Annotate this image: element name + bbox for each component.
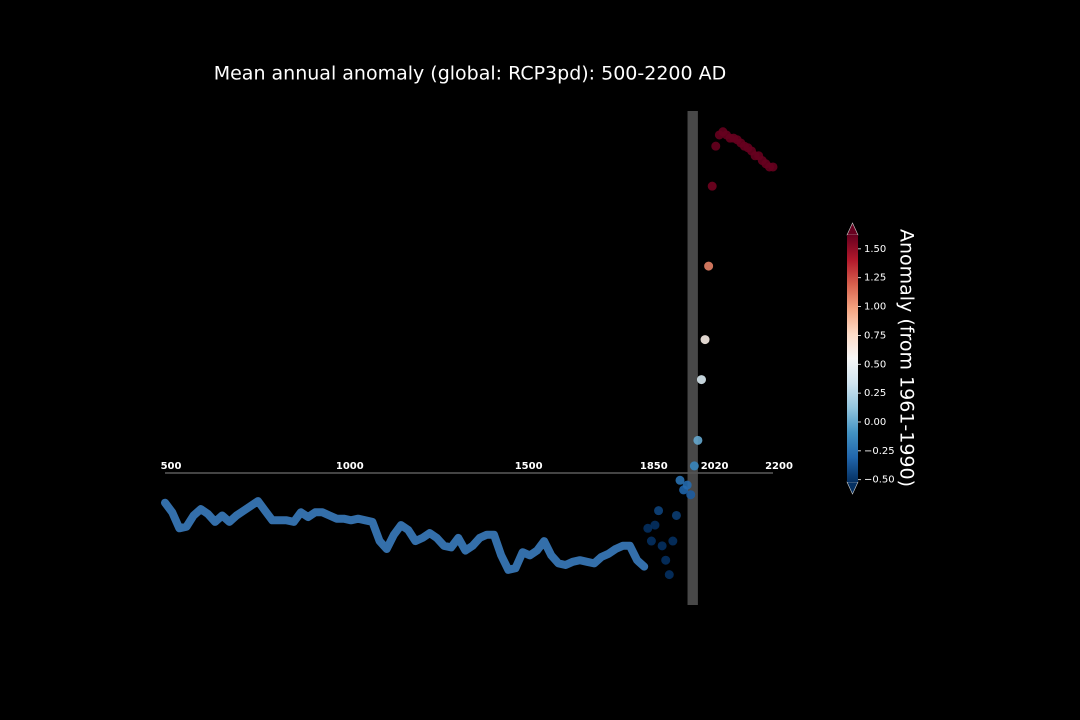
data-line — [161, 497, 649, 574]
data-point — [654, 506, 664, 516]
colorbar-label: Anomaly (from 1961-1990) — [896, 229, 918, 487]
x-tick-label: 1850 — [640, 461, 668, 472]
data-point — [711, 141, 721, 151]
data-point — [661, 555, 671, 565]
x-tick-label: 2200 — [765, 461, 793, 472]
data-point — [650, 520, 660, 530]
colorbar-tick-label: 0.00 — [864, 417, 886, 428]
colorbar-tick-label: 0.50 — [864, 359, 886, 370]
colorbar-tick-label: 0.75 — [864, 330, 886, 341]
colorbar — [847, 235, 858, 482]
data-point — [646, 536, 656, 546]
x-tick-label: 500 — [161, 461, 182, 472]
data-point — [686, 490, 696, 500]
data-point — [668, 536, 678, 546]
x-tick-label: 1500 — [515, 461, 543, 472]
x-tick-label: 2020 — [701, 461, 729, 472]
data-point — [689, 461, 699, 471]
x-tick-label: 1000 — [336, 461, 364, 472]
chart-title: Mean annual anomaly (global: RCP3pd): 50… — [214, 63, 727, 85]
reference-band — [687, 111, 698, 605]
data-point — [700, 335, 710, 345]
data-point — [707, 181, 717, 191]
data-point — [657, 541, 667, 551]
data-point — [682, 480, 692, 490]
colorbar-tick-label: 1.50 — [864, 244, 886, 255]
colorbar-tick-label: 0.25 — [864, 388, 886, 399]
colorbar-tick-label: −0.25 — [864, 446, 895, 457]
data-point — [768, 162, 778, 172]
colorbar-tick-label: −0.50 — [864, 475, 895, 486]
data-point — [671, 510, 681, 520]
colorbar-tick-label: 1.00 — [864, 302, 886, 313]
data-point — [675, 475, 685, 485]
data-point — [704, 261, 714, 271]
data-point — [693, 435, 703, 445]
data-point — [696, 375, 706, 385]
colorbar-tick-label: 1.25 — [864, 273, 886, 284]
data-point — [664, 570, 674, 580]
